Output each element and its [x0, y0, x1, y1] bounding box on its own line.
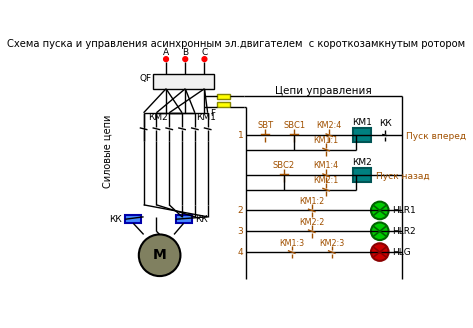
Text: 4: 4: [237, 248, 243, 256]
Text: HLR2: HLR2: [392, 227, 415, 236]
Circle shape: [371, 243, 389, 261]
Text: КК: КК: [195, 215, 208, 224]
Text: КК: КК: [379, 119, 392, 129]
Text: КМ1:1: КМ1:1: [314, 136, 339, 145]
Text: Пуск назад: Пуск назад: [376, 172, 429, 181]
Text: Схема пуска и управления асинхронным эл.двигателем  с короткозамкнутым ротором: Схема пуска и управления асинхронным эл.…: [8, 39, 465, 49]
Text: КМ2:2: КМ2:2: [299, 218, 324, 227]
Bar: [125, 215, 141, 223]
Text: 2: 2: [237, 206, 243, 215]
Text: A: A: [163, 48, 169, 57]
Text: КМ2:1: КМ2:1: [314, 176, 339, 185]
Bar: [175, 215, 192, 223]
Text: КМ1:2: КМ1:2: [299, 197, 324, 206]
Text: QF: QF: [140, 74, 152, 83]
Bar: [353, 168, 371, 182]
Bar: [217, 102, 230, 107]
Text: КМ2: КМ2: [148, 113, 168, 122]
Circle shape: [164, 57, 168, 62]
Text: КМ2:3: КМ2:3: [319, 239, 344, 248]
Text: КМ1:3: КМ1:3: [279, 239, 304, 248]
Text: SBT: SBT: [257, 121, 273, 130]
Bar: [217, 93, 230, 99]
Text: HLG: HLG: [392, 248, 411, 256]
Text: HLR1: HLR1: [392, 206, 416, 215]
Circle shape: [202, 57, 207, 62]
Text: B: B: [182, 48, 188, 57]
Text: SBC2: SBC2: [272, 161, 295, 170]
Text: КМ1: КМ1: [352, 118, 372, 127]
Text: КМ1:4: КМ1:4: [314, 161, 339, 170]
Text: КМ2: КМ2: [352, 158, 372, 167]
Text: Цепи управления: Цепи управления: [275, 86, 372, 96]
Text: 3: 3: [237, 227, 244, 236]
Text: C: C: [201, 48, 208, 57]
Circle shape: [371, 222, 389, 240]
Text: Силовые цепи: Силовые цепи: [103, 114, 113, 188]
Circle shape: [183, 57, 188, 62]
Text: F: F: [210, 109, 216, 118]
Text: SBC1: SBC1: [283, 121, 305, 130]
Text: КМ2:4: КМ2:4: [317, 121, 342, 130]
Text: КК: КК: [109, 215, 122, 224]
Text: 1: 1: [237, 131, 244, 140]
Circle shape: [371, 202, 389, 219]
Bar: [153, 74, 214, 89]
Text: КМ1: КМ1: [196, 113, 216, 122]
Bar: [353, 128, 371, 142]
Circle shape: [139, 235, 180, 276]
Text: М: М: [153, 248, 166, 262]
Text: Пуск вперед: Пуск вперед: [406, 132, 466, 141]
